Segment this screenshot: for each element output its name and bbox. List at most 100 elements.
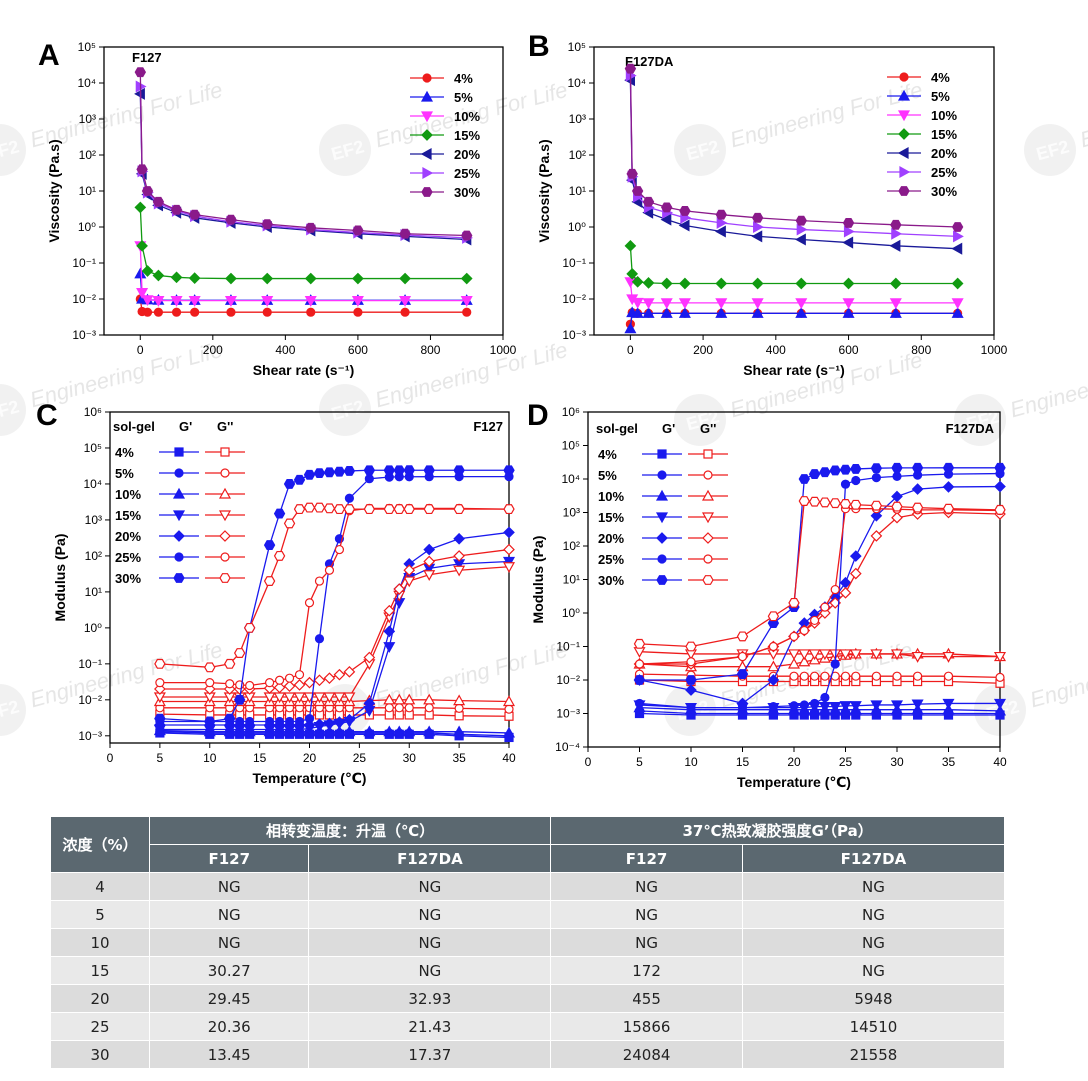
cell-f127-temp: NG: [148, 872, 310, 901]
series-line: [639, 706, 1001, 712]
data-point: [715, 225, 726, 238]
data-point: [423, 693, 436, 705]
data-point: [993, 704, 1007, 716]
x-tick-label: 35: [452, 751, 466, 765]
y-tick-label: 10²: [79, 148, 96, 162]
legend-marker: [656, 575, 668, 585]
data-point: [394, 703, 404, 713]
data-point: [323, 692, 336, 704]
data-point: [424, 703, 434, 713]
data-point: [171, 307, 182, 317]
cell-f127da-strength: NG: [741, 956, 1006, 985]
x-axis-label: Shear rate (s⁻¹): [253, 362, 355, 378]
data-point: [423, 465, 435, 476]
panel-b-letter: B: [528, 30, 550, 63]
watermark-logo-icon: [674, 124, 726, 176]
legend-label: 15%: [454, 128, 480, 143]
data-point: [911, 502, 924, 513]
y-tick-label: 10⁻³: [556, 707, 580, 721]
data-point: [911, 462, 924, 473]
data-point: [399, 228, 411, 239]
data-point: [870, 700, 883, 712]
data-point: [134, 267, 147, 279]
data-point: [399, 272, 411, 285]
data-point: [245, 716, 255, 727]
cell-f127-temp: NG: [148, 928, 310, 957]
data-point: [363, 651, 376, 664]
data-point: [403, 693, 416, 705]
data-point: [820, 692, 830, 703]
data-point: [829, 465, 841, 476]
data-point: [225, 214, 237, 225]
series-15-: [624, 239, 964, 290]
y-tick-label: 10⁵: [84, 441, 102, 455]
data-point: [942, 503, 955, 514]
data-point: [660, 298, 673, 310]
data-point: [685, 684, 697, 696]
data-point: [994, 504, 1006, 515]
cell-f127-strength: NG: [550, 872, 743, 901]
data-point: [333, 504, 346, 515]
data-point: [283, 680, 296, 692]
legend-label: 15%: [931, 127, 957, 142]
legend-marker: [899, 72, 909, 82]
legend-marker: [657, 554, 667, 564]
data-point: [393, 725, 406, 737]
data-point: [233, 694, 246, 705]
legend-marker: [897, 110, 911, 122]
figure-canvas: EF2 Engineering For Life EF2 Engineering Fo…: [0, 30, 1088, 790]
y-tick-label: 10¹: [569, 184, 586, 198]
data-point: [799, 625, 809, 636]
data-point: [631, 186, 644, 196]
x-tick-label: 600: [348, 343, 368, 357]
data-point: [399, 296, 412, 307]
data-point: [170, 296, 183, 307]
data-point: [715, 209, 727, 220]
data-point: [453, 465, 465, 476]
data-point: [795, 215, 807, 226]
data-point: [235, 716, 245, 727]
legend-marker: [657, 449, 667, 459]
legend-label: 4%: [454, 71, 473, 86]
data-point: [188, 296, 201, 307]
data-point: [453, 694, 466, 706]
series-10-: [134, 241, 473, 307]
cell-f127-strength: NG: [550, 928, 743, 957]
series-line: [629, 311, 958, 329]
x-tick-label: 10: [203, 751, 217, 765]
data-point: [224, 658, 236, 669]
x-axis-label: Temperature (℃): [737, 774, 851, 790]
data-point: [642, 196, 655, 207]
legend-label: 25%: [115, 550, 141, 565]
plot-frame: [103, 46, 504, 336]
data-point: [190, 307, 200, 317]
data-point: [795, 298, 808, 310]
data-point: [679, 205, 691, 216]
y-tick-label: 10⁵: [78, 40, 96, 54]
legend: 4% 5% 10% 15% 20% 25% 30%: [410, 71, 480, 200]
cell-f127da-temp: NG: [308, 928, 552, 957]
y-tick-label: 10¹: [563, 573, 580, 587]
data-point: [403, 725, 416, 737]
data-point: [403, 564, 416, 577]
data-point: [134, 67, 147, 78]
legend-label: 10%: [454, 109, 480, 124]
data-point: [767, 674, 780, 686]
data-point: [136, 164, 148, 175]
legend-marker: [173, 573, 185, 583]
data-point: [951, 222, 964, 232]
data-point: [768, 641, 779, 652]
cell-concentration: 20: [50, 984, 150, 1013]
data-point: [352, 272, 364, 285]
data-point: [795, 277, 808, 290]
data-point: [737, 651, 748, 662]
data-point: [911, 651, 924, 663]
series-30-g-: [633, 496, 1006, 652]
data-point: [304, 714, 315, 724]
x-tick-label: 200: [203, 343, 223, 357]
legend-marker: [657, 470, 667, 480]
subheader-f127da-strength: F127DA: [741, 844, 1006, 873]
data-point: [204, 662, 216, 673]
cell-f127da-strength: NG: [741, 900, 1006, 929]
